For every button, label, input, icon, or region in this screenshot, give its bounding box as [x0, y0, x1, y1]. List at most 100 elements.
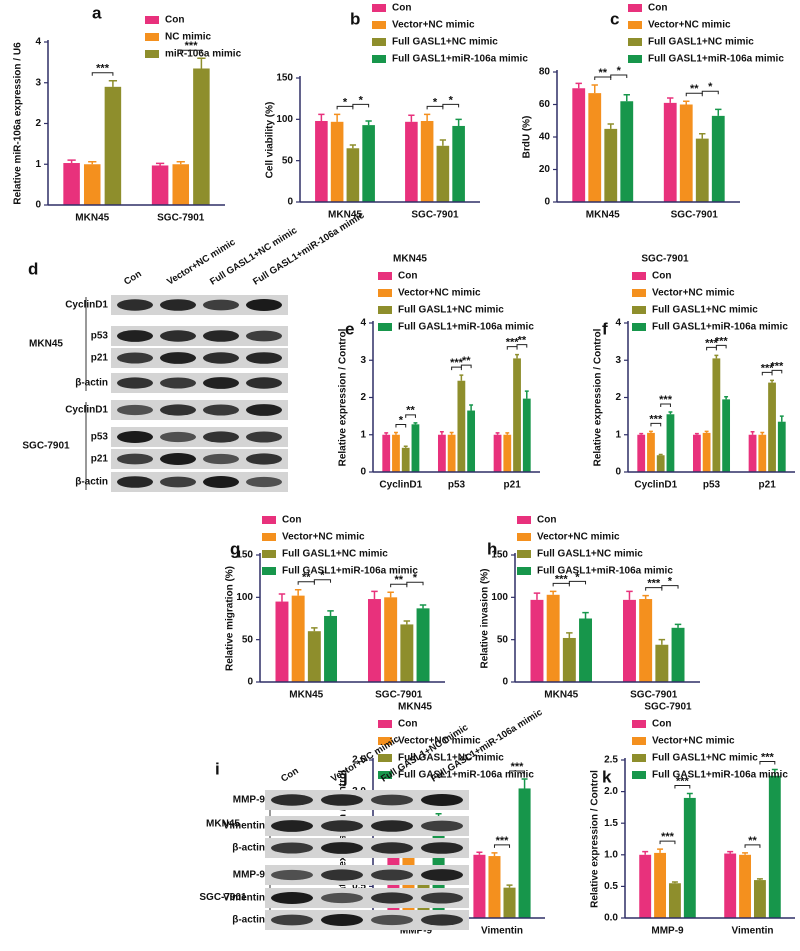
significance-bracket	[685, 92, 703, 97]
bar	[367, 599, 381, 682]
error-bar	[699, 133, 706, 139]
bar	[493, 434, 502, 472]
error-bar	[459, 374, 464, 381]
y-axis-label: Relative expression / Control	[338, 328, 349, 466]
legend-label: miR-106a mimic	[165, 49, 242, 60]
blot-band	[117, 404, 153, 416]
y-tick-label: 80	[539, 67, 551, 78]
blot-strip	[265, 790, 469, 810]
error-bar	[639, 432, 644, 435]
significance-label: **	[394, 574, 403, 586]
legend-label: Full GASL1+NC mimic	[398, 305, 504, 316]
error-bar	[495, 432, 500, 435]
error-bar	[727, 850, 734, 854]
error-bar	[278, 593, 286, 602]
legend-swatch	[517, 550, 531, 558]
blot-band	[117, 299, 153, 311]
legend-label: Full GASL1+miR-106a mimic	[282, 566, 418, 577]
error-bar	[566, 632, 573, 638]
bar	[420, 120, 434, 202]
legend-swatch	[145, 16, 159, 24]
legend-label: Vector+NC mimic	[398, 736, 481, 747]
y-tick-label: 0.5	[604, 881, 618, 892]
blot-band	[371, 914, 413, 926]
significance-bracket	[715, 344, 727, 349]
bar	[362, 125, 375, 202]
legend-swatch	[517, 533, 531, 541]
error-bar	[771, 768, 778, 776]
y-tick-label: 100	[276, 114, 293, 125]
x-tick-label: CyclinD1	[634, 480, 677, 491]
blot-band	[421, 820, 463, 832]
y-tick-label: 0	[247, 677, 253, 688]
y-tick-label: 2.5	[604, 755, 618, 766]
significance-label: *	[320, 570, 325, 582]
significance-bracket	[426, 105, 444, 110]
bar	[604, 128, 618, 202]
y-axis-label: Relative migration (%)	[225, 566, 236, 671]
y-tick-label: 3	[360, 355, 366, 366]
legend-swatch	[262, 550, 276, 558]
row-label: β-actin	[75, 378, 108, 389]
legend-label: Vector+NC mimic	[537, 532, 620, 543]
blot-band	[246, 330, 282, 342]
panel-letter: h	[487, 539, 497, 558]
error-bar	[657, 848, 664, 853]
bar	[513, 358, 521, 472]
bar	[315, 120, 328, 202]
row-label: p21	[91, 353, 109, 364]
bar	[437, 434, 446, 472]
blot-band	[203, 431, 239, 443]
legend-label: Vector+NC mimic	[652, 288, 735, 299]
bar	[457, 380, 466, 472]
blot-band	[421, 892, 463, 904]
bar	[777, 421, 786, 472]
x-tick-label: SGC-7901	[630, 690, 678, 701]
legend-label: Full GASL1+NC mimic	[398, 753, 504, 764]
error-bar	[607, 123, 614, 129]
legend-label: Vector+NC mimic	[392, 20, 475, 31]
legend-swatch	[378, 754, 392, 762]
legend-label: Full GASL1+miR-106a mimic	[398, 770, 534, 781]
legend-label: Full GASL1+NC mimic	[537, 549, 643, 560]
bar	[488, 856, 501, 918]
legend-label: NC mimic	[165, 32, 212, 43]
legend-label: Full GASL1+miR-106a mimic	[398, 322, 534, 333]
bar	[639, 854, 652, 918]
y-tick-label: 150	[491, 550, 508, 561]
bar	[291, 595, 305, 682]
significance-label: ***	[555, 573, 569, 585]
legend-swatch	[378, 323, 392, 331]
significance-label: ***	[705, 337, 719, 349]
bar	[411, 424, 420, 472]
bar	[522, 398, 531, 472]
y-tick-label: 1	[615, 429, 621, 440]
significance-label: ***	[661, 831, 675, 843]
y-axis-label: BrdU (%)	[522, 116, 533, 159]
y-tick-label: 3	[615, 355, 621, 366]
bar	[724, 853, 737, 918]
blot-band	[321, 842, 363, 854]
legend-label: Con	[392, 3, 411, 14]
significance-bracket	[180, 49, 202, 54]
significance-bracket	[660, 403, 671, 408]
legend-label: Con	[282, 515, 301, 526]
x-tick-label: p21	[504, 480, 522, 491]
blot-band	[117, 476, 153, 488]
blot-band	[421, 794, 463, 806]
legend-swatch	[262, 516, 276, 524]
significance-bracket	[516, 344, 528, 348]
significance-bracket	[506, 346, 518, 350]
bar	[679, 104, 693, 202]
lane-label: Con	[122, 268, 144, 287]
blot-strip	[111, 373, 288, 393]
legend-swatch	[628, 38, 642, 46]
row-label: p21	[91, 454, 109, 465]
significance-bracket	[395, 424, 407, 428]
group-label: SGC-7901	[199, 892, 247, 903]
chart-title: MKN45	[398, 702, 432, 713]
legend-label: Full GASL1+NC mimic	[652, 753, 758, 764]
bar	[758, 434, 767, 472]
significance-label: ***	[761, 751, 775, 763]
blot-band	[321, 914, 363, 926]
